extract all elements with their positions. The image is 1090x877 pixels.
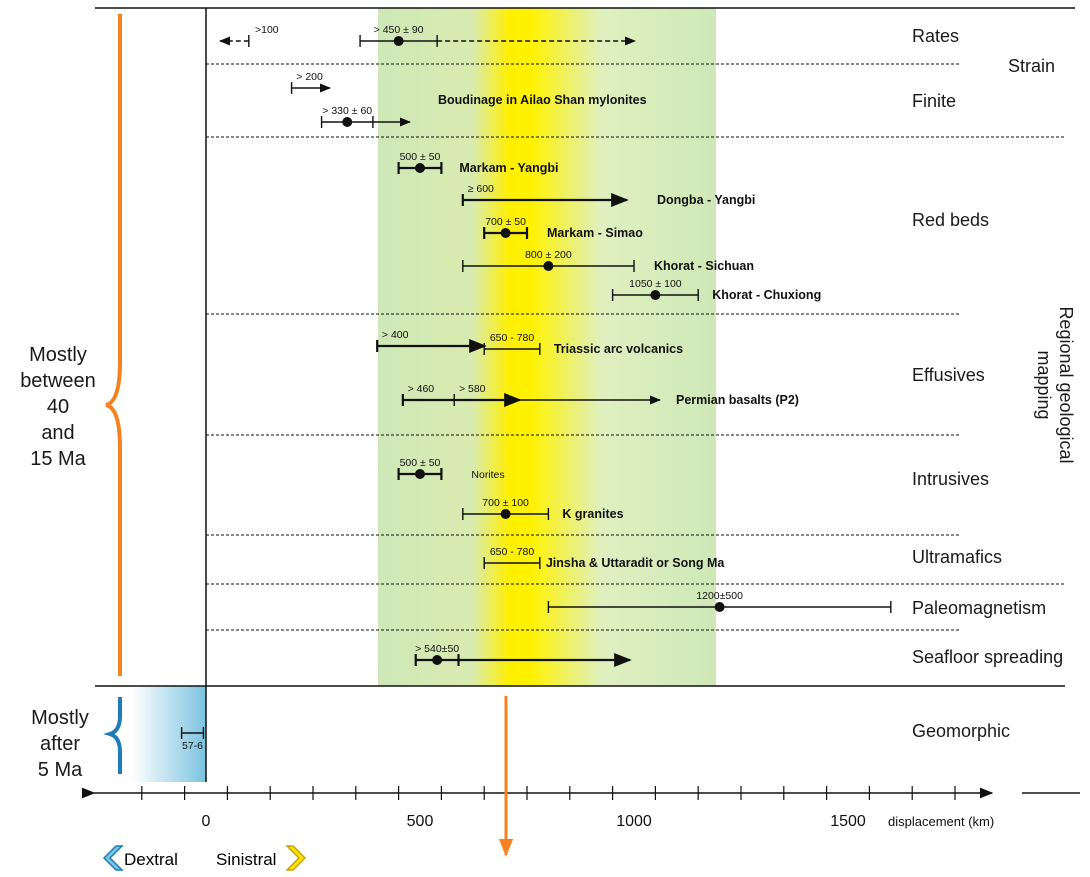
value-label: >100	[255, 24, 279, 36]
estimate-point	[500, 228, 511, 238]
value-label: 650 - 780	[490, 332, 535, 344]
axis-tick-label: 1500	[830, 813, 866, 830]
period-label-2: Mostly after 5 Ma	[31, 707, 89, 781]
orange-brace	[105, 14, 122, 676]
period-line: Mostly	[31, 707, 89, 729]
x-axis: 0 500 1000 1500 displacement (km)	[81, 786, 1080, 830]
value-label: > 460	[408, 383, 435, 395]
label-paleomagnetism: Paleomagnetism	[912, 598, 1046, 618]
boudinage-label: Boudinage in Ailao Shan mylonites	[438, 93, 647, 107]
period-line: after	[40, 733, 80, 755]
estimate-point	[342, 117, 353, 127]
estimate-point	[415, 469, 425, 479]
dextral-band	[132, 686, 206, 782]
axis-tick-label: 1000	[616, 813, 652, 830]
value-label: > 330 ± 60	[322, 105, 372, 117]
estimate-point	[500, 509, 511, 519]
sinistral-chevron-icon	[285, 845, 307, 871]
estimate-name: Khorat - Sichuan	[654, 259, 754, 273]
estimate-mark: > 200	[290, 71, 332, 94]
row-separators	[206, 63, 1065, 631]
estimate-name: Jinsha & Uttaradit or Song Ma	[546, 556, 726, 570]
period-line: between	[20, 370, 96, 392]
period-line: 15 Ma	[30, 448, 86, 470]
estimate-point	[714, 602, 725, 612]
estimate-name: Khorat - Chuxiong	[712, 288, 821, 302]
period-label-1: Mostly between 40 and 15 Ma	[20, 344, 96, 470]
estimate-mark: >100	[218, 24, 279, 47]
estimate-name: Markam - Yangbi	[459, 161, 558, 175]
value-label: > 450 ± 90	[374, 24, 424, 36]
value-label: > 400	[382, 329, 409, 341]
label-ultramafics: Ultramafics	[912, 547, 1002, 567]
value-label: 57-6	[182, 740, 203, 752]
regional-line: mapping	[1034, 350, 1054, 419]
dextral-label: Dextral	[124, 850, 178, 869]
estimate-mark: 500 ± 50 Markam - Yangbi	[397, 151, 559, 175]
axis-ticks: 0 500 1000 1500	[141, 786, 956, 830]
label-strain: Strain	[1008, 56, 1055, 76]
value-label: ≥ 600	[468, 183, 494, 195]
label-rates: Rates	[912, 26, 959, 46]
estimate-mark: > 540±50	[414, 643, 632, 668]
estimate-mark: 1200±500	[547, 590, 892, 613]
value-label: 1200±500	[696, 590, 743, 602]
value-label: 500 ± 50	[400, 151, 441, 163]
estimate-point	[650, 290, 661, 300]
label-seafloor: Seafloor spreading	[912, 647, 1063, 667]
estimate-name: Dongba - Yangbi	[657, 193, 755, 207]
label-geomorphic: Geomorphic	[912, 721, 1010, 741]
value-label: 700 ± 50	[485, 216, 526, 228]
value-label: 800 ± 200	[525, 249, 572, 261]
label-intrusives: Intrusives	[912, 469, 989, 489]
estimate-mark: 700 ± 100 K granites	[462, 497, 624, 521]
period-line: and	[41, 422, 74, 444]
estimate-mark: 800 ± 200 Khorat - Sichuan	[462, 249, 754, 273]
estimate-point	[393, 36, 404, 46]
value-label: > 200	[296, 71, 323, 83]
value-label: 650 - 780	[490, 546, 535, 558]
label-effusives: Effusives	[912, 365, 985, 385]
estimate-mark: 700 ± 50 Markam - Simao	[483, 216, 643, 240]
data-marks: >100 > 450 ± 90 > 200 > 330 ± 60 500 ± 50 Mar…	[180, 24, 892, 752]
estimate-mark: > 450 ± 90	[359, 24, 637, 47]
axis-tick-label: 0	[202, 813, 211, 830]
estimate-name: Markam - Simao	[547, 226, 643, 240]
value-label: 500 ± 50	[400, 457, 441, 469]
axis-tick-label: 500	[407, 813, 434, 830]
value-label: 700 ± 100	[482, 497, 529, 509]
estimate-mark: 650 - 780 Triassic arc volcanics	[483, 332, 683, 356]
value-label: 1050 ± 100	[629, 278, 682, 290]
estimate-mark: 57-6	[180, 727, 205, 752]
estimate-mark: 1050 ± 100 Khorat - Chuxiong	[611, 278, 821, 302]
estimate-name: Permian basalts (P2)	[676, 393, 799, 407]
period-line: 5 Ma	[38, 759, 83, 781]
estimate-mark: ≥ 600 Dongba - Yangbi	[461, 183, 755, 208]
estimate-mark: > 400	[376, 329, 487, 354]
label-red-beds: Red beds	[912, 210, 989, 230]
sinistral-label: Sinistral	[216, 850, 276, 869]
estimate-mark: > 330 ± 60	[320, 105, 412, 128]
value-label: > 580	[459, 383, 486, 395]
estimate-point	[432, 655, 443, 665]
estimate-point	[415, 163, 425, 173]
estimate-name: Triassic arc volcanics	[554, 342, 683, 356]
x-axis-label: displacement (km)	[888, 814, 994, 829]
value-label: > 540±50	[415, 643, 459, 655]
period-line: 40	[47, 396, 69, 418]
blue-brace	[103, 697, 122, 774]
dextral-chevron-icon	[102, 845, 124, 871]
regional-line: Regional geological	[1056, 306, 1076, 463]
estimate-mark: > 580 Permian basalts (P2)	[453, 383, 799, 407]
estimate-mark: 500 ± 50 Norites	[397, 457, 505, 481]
estimate-name: K granites	[562, 507, 623, 521]
label-finite: Finite	[912, 91, 956, 111]
period-line: Mostly	[29, 344, 87, 366]
estimate-name: Norites	[471, 469, 504, 481]
sense-legend: Dextral Sinistral	[102, 845, 307, 871]
estimate-mark: 650 - 780 Jinsha & Uttaradit or Song Ma	[483, 546, 726, 570]
label-regional: Regional geological mapping	[1034, 306, 1076, 463]
estimate-point	[543, 261, 554, 271]
